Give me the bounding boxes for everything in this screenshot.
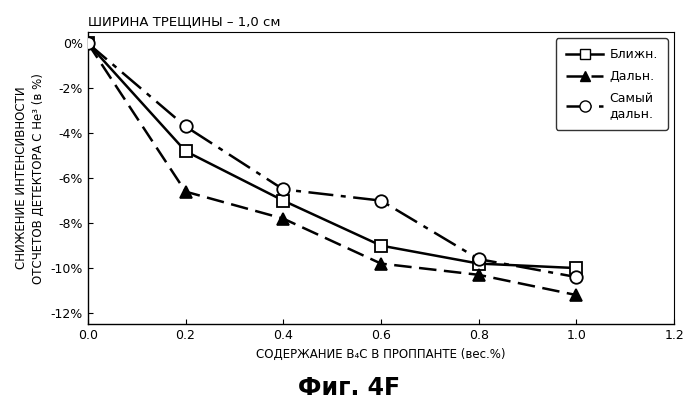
Text: Фиг. 4F: Фиг. 4F (298, 376, 401, 400)
Y-axis label: СНИЖЕНИЕ ИНТЕНСИВНОСТИ
ОТСЧЕТОВ ДЕТЕКТОРА С He³ (в %): СНИЖЕНИЕ ИНТЕНСИВНОСТИ ОТСЧЕТОВ ДЕТЕКТОР… (15, 73, 45, 284)
X-axis label: СОДЕРЖАНИЕ B₄C В ПРОППАНТЕ (вес.%): СОДЕРЖАНИЕ B₄C В ПРОППАНТЕ (вес.%) (257, 348, 505, 361)
Text: ШИРИНА ТРЕЩИНЫ – 1,0 см: ШИРИНА ТРЕЩИНЫ – 1,0 см (88, 15, 280, 28)
Legend: Ближн., Дальн., Самый
дальн.: Ближн., Дальн., Самый дальн. (556, 38, 668, 130)
